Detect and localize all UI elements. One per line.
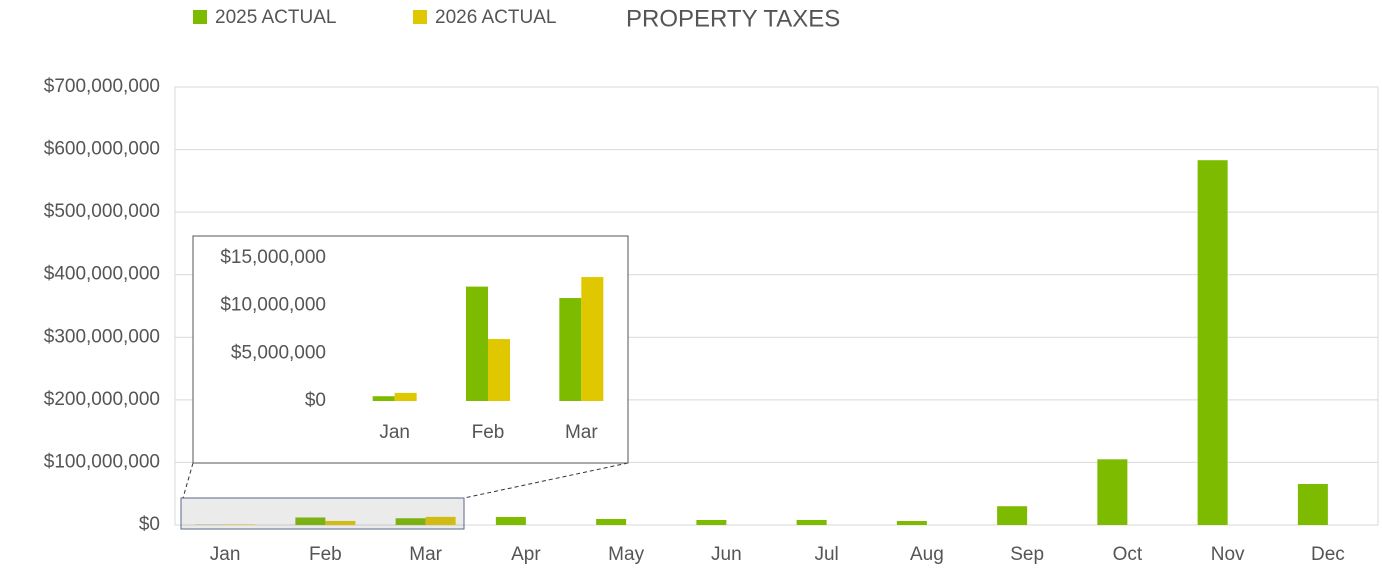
y-tick-label: $10,000,000 [220,295,326,316]
y-tick-label: $15,000,000 [220,247,326,268]
bar [1097,459,1128,525]
zoom-connector [182,462,194,499]
y-tick-label: $0 [305,390,326,411]
inset-frame [192,235,629,464]
bar [896,520,927,525]
x-tick-label: May [608,544,644,565]
y-tick-label: $400,000,000 [44,264,160,285]
bar [581,277,604,401]
x-tick-label: Mar [565,422,598,443]
y-tick-label: $5,000,000 [231,342,326,363]
bar [325,520,356,525]
bar [1197,160,1228,526]
bar [295,517,326,525]
x-tick-label: Nov [1211,544,1245,565]
y-tick-label: $0 [139,514,160,535]
bar [225,524,256,525]
bar [559,298,582,401]
legend-label: 2025 ACTUAL [215,7,336,28]
x-tick-label: Jun [711,544,742,565]
bar [997,506,1028,525]
bar [372,396,395,401]
x-tick-label: Dec [1311,544,1345,565]
bar [395,518,426,525]
y-tick-label: $700,000,000 [44,76,160,97]
bar [495,516,526,525]
bar [596,518,627,525]
bar [425,516,456,525]
x-tick-label: Mar [409,544,442,565]
x-tick-label: Aug [910,544,944,565]
zoom-connector [463,462,629,499]
bar [796,519,827,525]
bar [466,286,488,401]
bar [696,519,727,525]
x-tick-label: Apr [511,544,541,565]
chart-title: PROPERTY TAXES [626,5,840,32]
bar [1297,484,1328,525]
legend-swatch [413,10,427,24]
inset-plot: $0 $5,000,000 $10,000,000 $15,000,000 Jan Feb… [220,247,604,443]
x-tick-label: Feb [309,544,342,565]
x-tick-label: Oct [1113,544,1143,565]
y-tick-label: $200,000,000 [44,389,160,410]
y-tick-label: $500,000,000 [44,201,160,222]
x-tick-label: Jan [210,544,241,565]
bar [394,392,417,401]
zoom-region [180,497,465,530]
bar [488,339,510,401]
y-tick-label: $100,000,000 [44,451,160,472]
y-tick-label: $600,000,000 [44,139,160,160]
x-tick-label: Jan [379,422,410,443]
y-tick-label: $300,000,000 [44,326,160,347]
x-tick-label: Jul [814,544,838,565]
x-tick-label: Sep [1010,544,1044,565]
x-tick-label: Feb [472,422,505,443]
legend-label: 2026 ACTUAL [435,7,556,28]
legend-swatch [193,10,207,24]
